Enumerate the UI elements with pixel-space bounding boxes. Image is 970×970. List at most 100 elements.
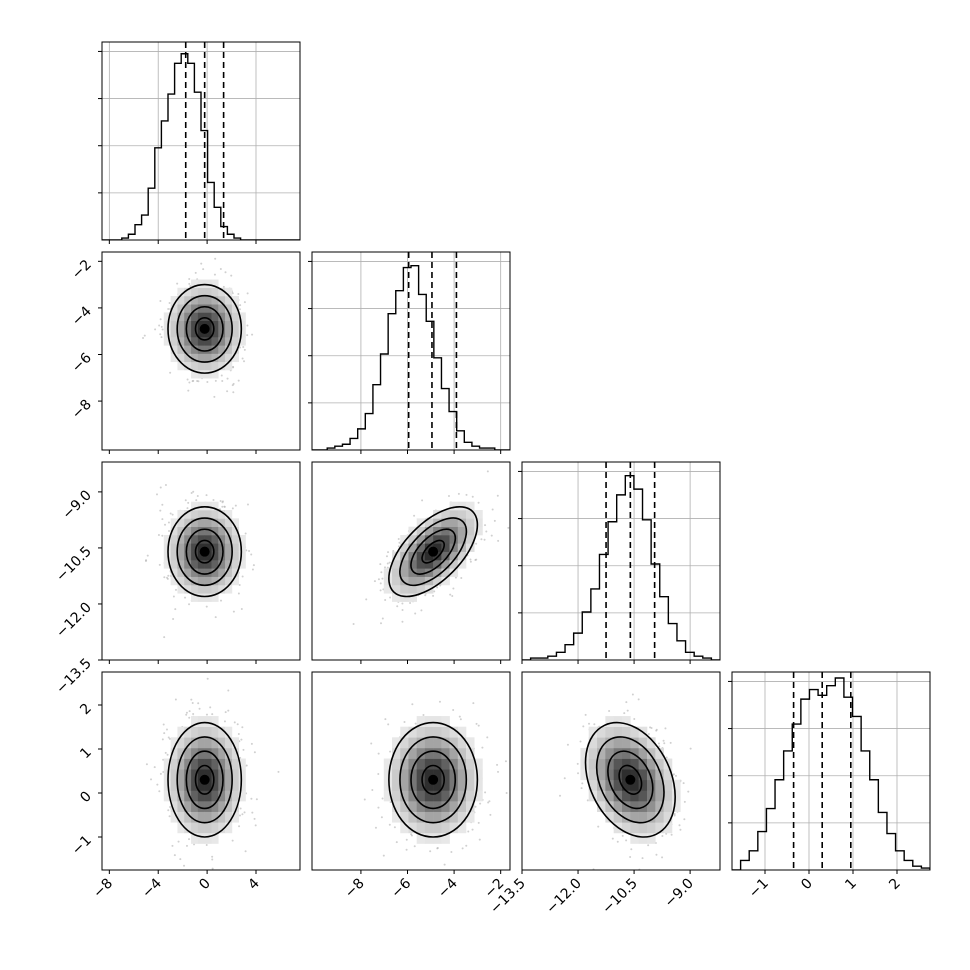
density-cell [457,747,467,759]
scatter-point [185,844,188,847]
y-tick-label: −6 [69,350,95,376]
density-cell [441,737,450,749]
scatter-point [211,858,214,861]
scatter-point [461,847,464,850]
density-cell [457,779,467,791]
density-cell [630,811,639,823]
scatter-point [611,837,614,840]
density-cell [408,568,417,577]
density-cell [605,716,614,727]
density-cell [184,320,192,330]
density-cell [204,822,212,834]
scatter-point [243,811,246,814]
density-cell [163,337,171,346]
histogram [312,264,510,450]
scatter-point [167,809,170,812]
density-cell [441,822,450,834]
density-cell [449,501,459,511]
density-cell [400,822,409,834]
density-cell [622,822,631,834]
density-cell [225,526,233,536]
scatter-point [159,772,162,775]
contour-level-1 [410,750,457,810]
density-cell [449,758,459,770]
density-cell [238,535,246,544]
density-cell [238,337,246,346]
density-cell [218,551,226,561]
density-cell [622,747,631,759]
scatter-point [250,797,253,800]
scatter-point [251,811,254,814]
scatter-point [223,505,226,508]
density-cell [441,779,450,791]
density-cell [197,551,205,561]
scatter-point [401,620,404,623]
density-cell [449,747,459,759]
density-cell [177,559,185,569]
density-cell [416,518,426,527]
density-cell [191,518,199,527]
density-cell [218,822,226,834]
density-cell [424,779,434,791]
scatter-point [631,693,634,696]
density-cell [184,576,192,586]
density-cell [622,779,631,791]
density-peak [199,774,210,785]
density-cell [408,801,417,812]
density-cell [392,790,401,802]
scatter-point [145,763,148,766]
panel-content [312,252,510,450]
scatter-point [457,492,460,495]
density-cell [197,353,205,363]
density-cell [416,811,426,823]
panel-content [102,42,300,240]
density-cell [449,518,459,527]
scatter-point [205,494,208,497]
scatter-point [242,345,245,348]
density-cell [204,337,212,346]
scatter-point [241,813,244,816]
scatter-point [143,334,146,337]
density-cell [204,801,212,812]
density-cell [225,568,233,577]
scatter-point [219,268,222,271]
density-cell [197,328,205,338]
scatter-point [386,566,389,569]
density-cell [225,510,233,519]
scatter-point [254,824,257,827]
density-cell [197,501,205,511]
scatter-point [188,603,191,606]
density-cell [204,535,212,544]
density-cell [225,535,233,544]
density-cell [400,543,409,552]
scatter-point [219,500,222,503]
scatter-point [222,285,225,288]
scatter-point [491,508,494,511]
density-cell [204,328,212,338]
density-cell [638,747,648,759]
density-cell [441,551,450,561]
scatter-point [496,763,499,766]
density-cell [197,801,205,812]
density-cell [231,790,240,802]
x-tick-label: −8 [342,876,368,902]
scatter-point [192,490,195,493]
density-cell [191,584,199,594]
scatter-point [226,390,229,393]
density-cell [191,369,199,379]
density-cell [622,737,631,749]
density-cell [630,801,639,812]
contour-level-1 [410,528,457,575]
density-cell [392,584,401,594]
density-cell [597,769,606,781]
density-cell [218,287,226,297]
scatter-point [161,738,164,741]
density-cell [184,518,192,527]
density-cell [613,811,623,823]
scatter-point [188,710,191,713]
scatter-point [197,380,200,383]
scatter-point [577,772,580,775]
density-cell [449,779,459,791]
scatter-point [674,774,677,777]
x-tick-label: −6 [388,875,414,901]
